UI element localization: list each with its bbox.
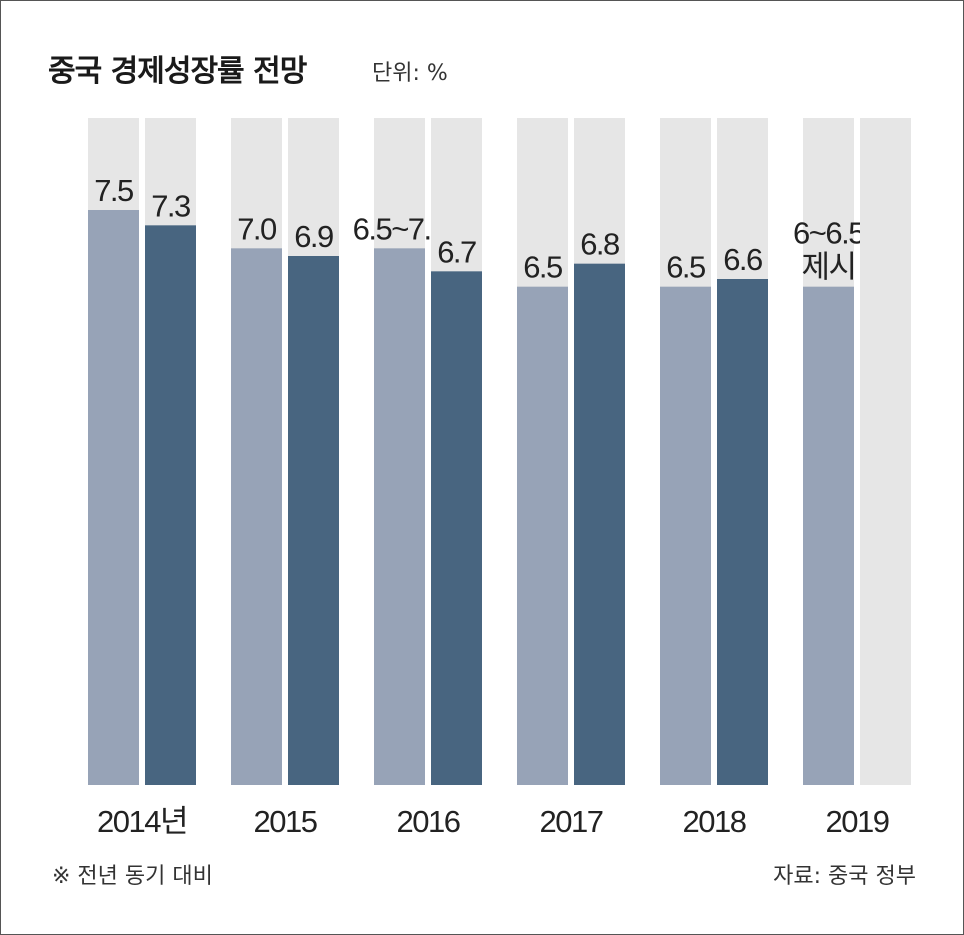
source-label: 자료: 중국 정부	[773, 864, 916, 889]
category-label: 2018	[683, 804, 746, 839]
bar-target	[88, 210, 139, 785]
bar-target	[374, 248, 425, 786]
bar-target	[231, 248, 282, 786]
bar-actual	[431, 271, 482, 785]
unit-label: 단위: %	[372, 61, 448, 86]
category-label: 2015	[254, 804, 317, 839]
bar-target	[517, 286, 568, 785]
bar-background	[860, 118, 911, 785]
data-label: 6.5	[666, 250, 705, 285]
data-label: 6.7	[437, 234, 476, 269]
data-label: 7.5	[94, 173, 133, 208]
category-label: 2017	[540, 804, 603, 839]
bar-actual	[574, 263, 625, 786]
bar-actual	[717, 279, 768, 785]
bar-target	[660, 286, 711, 785]
data-label: 제시	[801, 250, 855, 285]
data-label: 6.5	[523, 250, 562, 285]
bar-actual	[288, 256, 339, 785]
footnote: ※ 전년 동기 대비	[52, 864, 213, 889]
category-label: 2016	[397, 804, 460, 839]
data-label: 7.0	[237, 211, 277, 246]
category-label: 2019	[826, 804, 889, 839]
data-label: 7.3	[151, 188, 190, 223]
category-label: 2014년	[97, 804, 187, 839]
data-label: 6.9	[294, 219, 333, 254]
data-label: 6.6	[723, 242, 762, 277]
data-label: 6.8	[580, 227, 619, 262]
chart-title: 중국 경제성장률 전망	[48, 54, 307, 89]
bar-target	[803, 286, 854, 785]
data-label: 6~6.5	[793, 216, 864, 251]
bar-actual	[145, 225, 196, 786]
